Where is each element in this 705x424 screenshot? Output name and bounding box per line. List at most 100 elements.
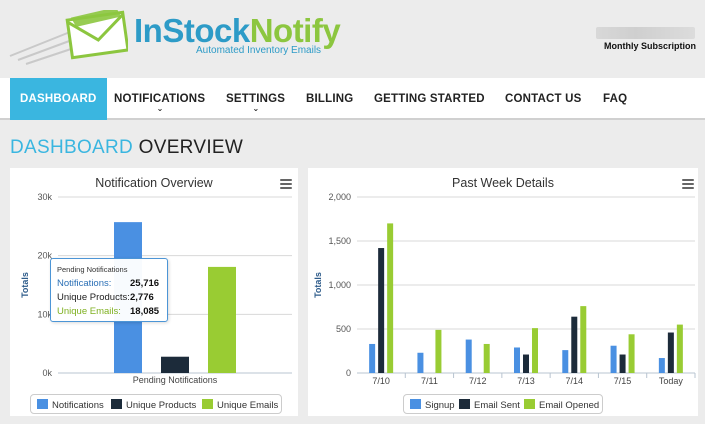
tooltip-value: 2,776: [130, 292, 154, 303]
brand-name[interactable]: InStockNotify: [134, 12, 341, 50]
bar-signup: [465, 339, 472, 373]
header: InStockNotify Automated Inventory Emails…: [0, 0, 705, 78]
nav-dashboard[interactable]: DASHBOARD: [10, 78, 107, 120]
chevron-down-icon: ⌄: [252, 104, 260, 113]
legend-item-unique-emails[interactable]: Unique Emails: [202, 399, 278, 411]
legend-item-email-sent[interactable]: Email Sent: [459, 399, 520, 411]
account-plan: Monthly Subscription: [604, 41, 696, 51]
bar-email-opened: [387, 223, 394, 373]
nav-contact-us[interactable]: CONTACT US: [505, 78, 582, 120]
bar-signup: [562, 350, 569, 373]
legend-label: Notifications: [52, 400, 104, 411]
y-tick-label: 1,000: [328, 280, 351, 290]
y-tick-label: 30k: [37, 192, 52, 202]
legend-label: Signup: [425, 400, 455, 411]
legend-swatch: [410, 399, 421, 409]
bar-email-sent: [571, 316, 578, 373]
chart-title: Past Week Details: [452, 176, 554, 190]
page-title: DASHBOARD OVERVIEW: [10, 137, 243, 159]
past-week-details-panel: Past Week Details 0 500 1,000 1,500 2,000 Tot…: [308, 168, 698, 416]
legend-swatch: [202, 399, 213, 409]
bar-signup: [369, 343, 376, 373]
y-tick-label: 500: [336, 324, 351, 334]
bar-unique-emails: [208, 266, 236, 373]
legend-item-notifications[interactable]: Notifications: [37, 399, 104, 411]
bar-signup: [610, 345, 617, 373]
bar-email-sent: [667, 332, 674, 373]
bar-email-opened: [483, 343, 490, 373]
x-tick-label: 7/13: [517, 376, 535, 386]
bar-signup: [514, 347, 520, 373]
tooltip-header: Pending Notifications: [57, 265, 128, 274]
nav-billing[interactable]: BILLING: [306, 78, 353, 120]
nav-settings-label: SETTINGS: [226, 93, 286, 105]
hamburger-menu-icon[interactable]: [682, 179, 694, 189]
tooltip-value: 18,085: [130, 306, 160, 317]
x-tick-label: 7/10: [372, 376, 390, 386]
bar-email-opened: [628, 334, 635, 373]
y-axis-title: Totals: [20, 272, 30, 298]
tooltip-label: Unique Emails:: [57, 306, 121, 317]
legend-item-unique-products[interactable]: Unique Products: [111, 399, 196, 411]
tooltip-label: Notifications:: [57, 278, 112, 289]
legend-item-signup[interactable]: Signup: [410, 399, 455, 411]
legend-label: Unique Emails: [217, 400, 279, 411]
legend-swatch: [524, 399, 535, 409]
x-tick-label: 7/11: [421, 376, 438, 386]
y-tick-label: 20k: [37, 251, 52, 261]
page-title-part1: DASHBOARD: [10, 137, 134, 158]
nav-notifications[interactable]: NOTIFICATIONS ⌄: [114, 78, 205, 120]
nav-billing-label: BILLING: [306, 93, 354, 105]
bar-email-sent: [619, 354, 626, 373]
tooltip-row-unique-emails: Unique Emails: 18,085: [57, 306, 165, 318]
past-week-details-chart: 0 500 1,000 1,500 2,000 Totals 7/10 7/11 7/12 7/1…: [313, 192, 696, 386]
main-nav: DASHBOARD NOTIFICATIONS ⌄ SETTINGS ⌄ BILLI…: [0, 78, 705, 120]
chart-legend: Signup Email Sent Email Opened: [403, 394, 603, 414]
legend-label: Unique Products: [126, 400, 197, 411]
x-tick-label: 7/15: [614, 376, 632, 386]
page-title-part2: OVERVIEW: [138, 137, 244, 158]
tooltip-row-unique-products: Unique Products: 2,776: [57, 292, 165, 304]
tagline: Automated Inventory Emails: [196, 45, 322, 56]
chevron-down-icon: ⌄: [156, 104, 164, 113]
y-tick-label: 2,000: [328, 192, 351, 202]
x-tick-label: Pending Notifications: [133, 375, 218, 385]
bar-email-sent: [523, 354, 529, 373]
x-tick-label: 7/14: [566, 376, 584, 386]
legend-swatch: [37, 399, 48, 409]
tooltip-row-notifications: Notifications: 25,716: [57, 278, 165, 290]
nav-notifications-label: NOTIFICATIONS: [114, 93, 206, 105]
logo-envelope-icon: [8, 7, 130, 66]
brand-name-part2: Notify: [249, 12, 341, 49]
y-tick-label: 0: [346, 368, 351, 378]
legend-label: Email Opened: [539, 400, 600, 411]
bar-email-opened: [580, 306, 587, 373]
nav-settings[interactable]: SETTINGS ⌄: [226, 78, 285, 120]
y-axis-title: Totals: [313, 272, 323, 298]
legend-label: Email Sent: [474, 400, 520, 411]
bar-email-opened: [435, 329, 442, 373]
nav-contact-us-label: CONTACT US: [505, 93, 582, 105]
tooltip-value: 25,716: [130, 278, 160, 289]
nav-faq[interactable]: FAQ: [603, 78, 627, 120]
legend-item-email-opened[interactable]: Email Opened: [524, 399, 599, 411]
legend-swatch: [459, 399, 470, 409]
y-tick-label: 0k: [42, 368, 52, 378]
bar-email-opened: [532, 328, 538, 373]
x-tick-label: 7/12: [469, 376, 487, 386]
bar-signup: [658, 358, 665, 373]
chart-title: Notification Overview: [95, 176, 213, 190]
chart-legend: Notifications Unique Products Unique Ema…: [30, 394, 282, 414]
nav-getting-started[interactable]: GETTING STARTED: [374, 78, 485, 120]
account-name-redacted: [596, 27, 695, 39]
nav-faq-label: FAQ: [603, 93, 628, 105]
hamburger-menu-icon[interactable]: [280, 179, 292, 189]
tooltip-label: Unique Products:: [57, 292, 130, 303]
brand-name-part1: InStock: [134, 12, 250, 49]
nav-getting-started-label: GETTING STARTED: [374, 93, 485, 105]
legend-swatch: [111, 399, 122, 409]
y-tick-label: 1,500: [328, 236, 351, 246]
bar-unique-products: [161, 356, 189, 373]
bar-signup: [417, 352, 424, 373]
chart-tooltip: Pending Notifications Notifications: 25,…: [50, 258, 168, 322]
